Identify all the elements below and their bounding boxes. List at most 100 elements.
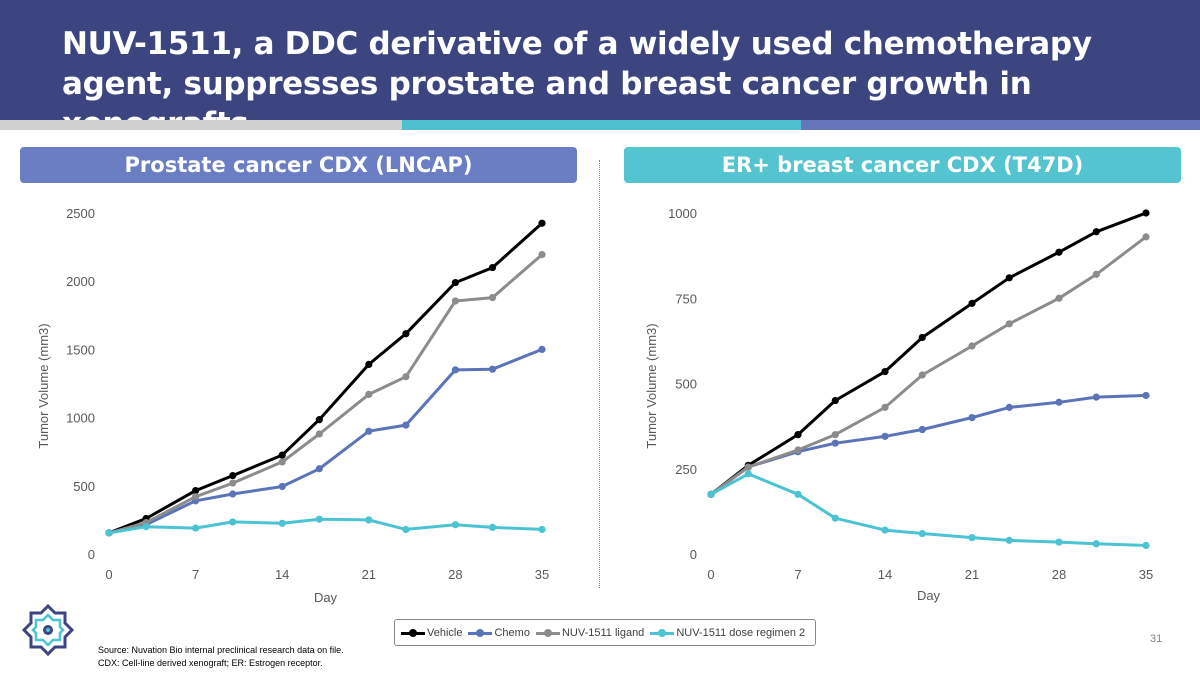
breast-point-nuv-1511-dose-regimen-2 — [794, 490, 802, 498]
breast-point-nuv-1511-dose-regimen-2 — [1092, 540, 1100, 548]
breast-point-nuv-1511-ligand — [1055, 294, 1063, 302]
breast-point-vehicle — [1092, 228, 1100, 236]
breast-point-nuv-1511-dose-regimen-2 — [744, 470, 752, 478]
prostate-series-line-chemo — [108, 348, 543, 535]
prostate-point-nuv-1511-dose-regimen-2 — [142, 523, 150, 531]
prostate-point-nuv-1511-dose-regimen-2 — [402, 525, 410, 534]
prostate-point-chemo — [229, 490, 237, 498]
prostate-point-nuv-1511-dose-regimen-2 — [315, 515, 323, 523]
breast-point-chemo — [1142, 391, 1150, 400]
legend-swatch-chemo — [468, 628, 493, 638]
prostate-point-chemo — [278, 482, 286, 491]
prostate-point-nuv-1511-dose-regimen-2 — [488, 523, 497, 532]
breast-xtick-label: 28 — [1052, 567, 1066, 582]
prostate-point-nuv-1511-dose-regimen-2 — [192, 524, 200, 532]
prostate-point-vehicle — [538, 219, 546, 227]
breast-point-nuv-1511-dose-regimen-2 — [968, 534, 976, 542]
breast-y-axis-label: Tumor Volume (mm3) — [644, 323, 659, 448]
breast-xtick-label: 14 — [878, 567, 892, 582]
stripe-gray — [0, 120, 402, 130]
slide-header: NUV-1511, a DDC derivative of a widely u… — [0, 0, 1200, 142]
breast-point-vehicle — [1055, 248, 1063, 256]
prostate-xtick-label: 28 — [448, 567, 462, 582]
breast-point-nuv-1511-ligand — [831, 431, 839, 439]
breast-xtick-label: 21 — [965, 567, 979, 582]
prostate-point-vehicle — [315, 416, 323, 424]
prostate-xtick-label: 35 — [535, 567, 549, 582]
prostate-point-chemo — [365, 427, 373, 435]
breast-xtick-label: 0 — [707, 567, 714, 582]
breast-point-vehicle — [918, 333, 926, 342]
breast-point-nuv-1511-ligand — [881, 403, 889, 411]
breast-ytick-label: 1000 — [668, 206, 697, 221]
prostate-series-line-vehicle — [108, 222, 544, 535]
breast-series-line-nuv-1511-ligand — [710, 235, 1147, 496]
source-note: Source: Nuvation Bio internal preclinica… — [98, 644, 344, 670]
prostate-point-nuv-1511-dose-regimen-2 — [538, 525, 546, 534]
prostate-point-chemo — [538, 345, 546, 353]
breast-point-vehicle — [968, 299, 976, 307]
prostate-ytick-label: 500 — [73, 479, 95, 494]
breast-point-nuv-1511-dose-regimen-2 — [1055, 538, 1063, 546]
prostate-ytick-label: 2000 — [66, 274, 95, 289]
prostate-point-vehicle — [365, 360, 373, 369]
prostate-point-nuv-1511-ligand — [365, 390, 373, 399]
breast-point-nuv-1511-ligand — [918, 371, 926, 379]
prostate-y-axis-label: Tumor Volume (mm3) — [36, 323, 51, 448]
breast-point-nuv-1511-ligand — [1092, 270, 1100, 278]
legend-item-chemo: Chemo — [468, 626, 530, 639]
breast-series-line-chemo — [710, 393, 1147, 496]
prostate-point-vehicle — [402, 330, 410, 338]
breast-point-chemo — [831, 439, 839, 447]
prostate-point-nuv-1511-ligand — [278, 458, 286, 466]
breast-point-nuv-1511-ligand — [1142, 233, 1150, 241]
breast-point-nuv-1511-dose-regimen-2 — [1142, 541, 1150, 550]
prostate-x-axis-label: Day — [314, 590, 338, 605]
legend-swatch-vehicle — [401, 628, 425, 638]
prostate-point-vehicle — [192, 486, 200, 495]
prostate-point-chemo — [451, 366, 459, 374]
prostate-point-chemo — [315, 465, 323, 473]
breast-point-vehicle — [794, 431, 802, 439]
breast-point-vehicle — [1142, 209, 1150, 217]
prostate-point-nuv-1511-ligand — [229, 479, 237, 487]
breast-xtick-label: 35 — [1139, 567, 1153, 582]
legend-label-regimen2: NUV-1511 dose regimen 2 — [676, 626, 806, 639]
prostate-point-nuv-1511-dose-regimen-2 — [365, 516, 373, 524]
breast-point-chemo — [1055, 398, 1063, 406]
prostate-point-vehicle — [278, 451, 286, 459]
breast-point-nuv-1511-dose-regimen-2 — [918, 529, 926, 538]
prostate-ytick-label: 2500 — [66, 206, 95, 221]
chart-legend: Vehicle Chemo NUV-1511 ligand NUV-1511 d… — [394, 619, 816, 646]
breast-point-nuv-1511-dose-regimen-2 — [881, 526, 889, 534]
breast-point-vehicle — [881, 367, 889, 376]
prostate-point-nuv-1511-ligand — [315, 430, 323, 438]
panel-title-breast: ER+ breast cancer CDX (T47D) — [624, 147, 1181, 183]
prostate-ytick-label: 0 — [88, 547, 95, 562]
page-number: 31 — [1150, 633, 1163, 645]
prostate-point-nuv-1511-ligand — [538, 251, 546, 259]
panel-title-prostate: Prostate cancer CDX (LNCAP) — [20, 147, 577, 183]
legend-item-vehicle: Vehicle — [401, 627, 462, 639]
breast-series-line-vehicle — [710, 211, 1147, 496]
breast-point-nuv-1511-ligand — [968, 342, 976, 350]
prostate-point-nuv-1511-dose-regimen-2 — [451, 521, 459, 529]
prostate-series-line-nuv-1511-dose-regimen-2 — [108, 517, 543, 535]
breast-point-vehicle — [1005, 274, 1013, 282]
breast-point-nuv-1511-ligand — [1005, 320, 1013, 328]
prostate-ytick-label: 1500 — [66, 342, 95, 357]
prostate-point-nuv-1511-dose-regimen-2 — [278, 519, 286, 527]
legend-label-ligand: NUV-1511 ligand — [561, 626, 645, 639]
breast-ytick-label: 250 — [675, 462, 697, 477]
legend-label-chemo: Chemo — [494, 626, 530, 639]
breast-point-nuv-1511-dose-regimen-2 — [1005, 536, 1013, 544]
prostate-xtick-label: 0 — [105, 567, 112, 582]
legend-swatch-regimen2 — [650, 628, 675, 638]
prostate-series-line-nuv-1511-ligand — [108, 253, 543, 535]
breast-point-chemo — [1005, 403, 1013, 411]
prostate-point-nuv-1511-ligand — [402, 373, 410, 381]
prostate-xtick-label: 21 — [362, 567, 376, 582]
prostate-ytick-label: 1000 — [66, 411, 95, 426]
breast-point-nuv-1511-dose-regimen-2 — [831, 514, 839, 522]
